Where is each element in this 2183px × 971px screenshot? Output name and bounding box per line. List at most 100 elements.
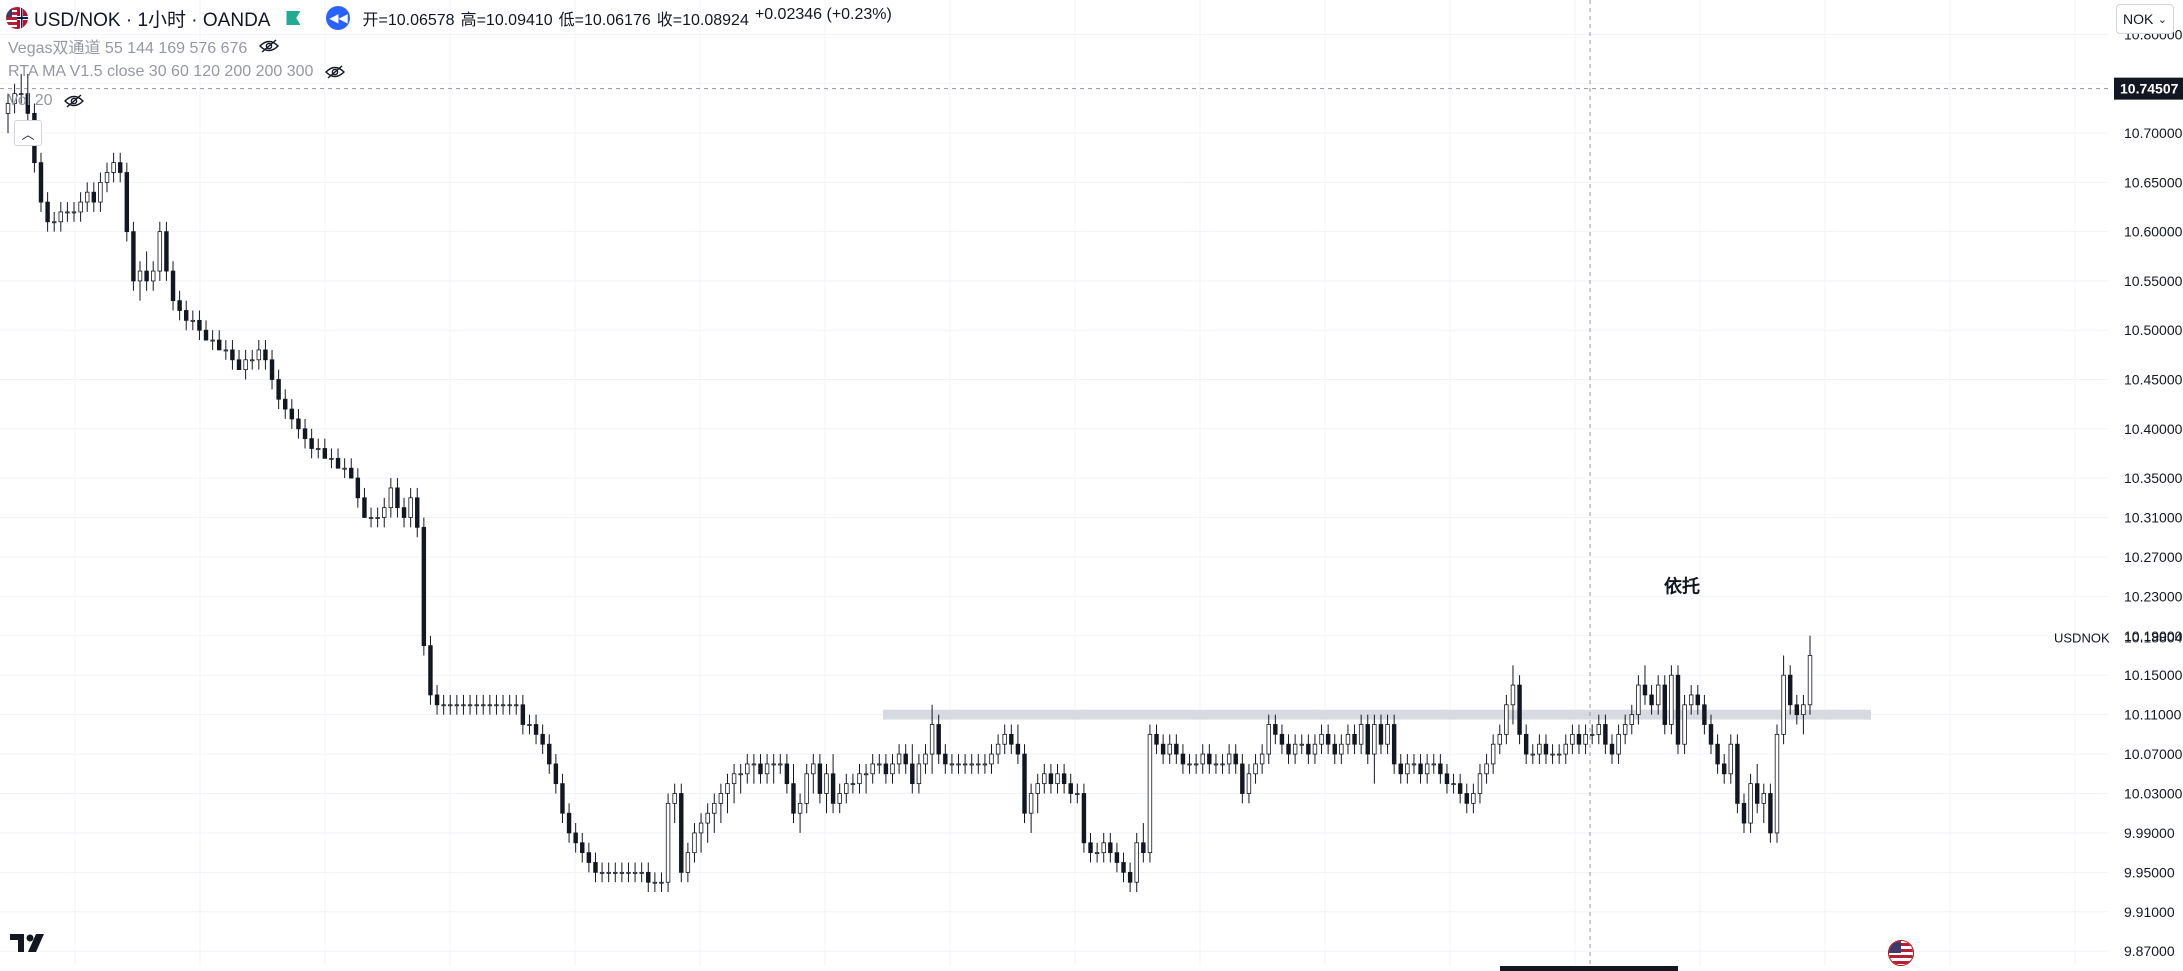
candle: [51, 211, 57, 232]
candle-body: [322, 448, 328, 459]
candle-body: [1649, 694, 1654, 706]
candle: [1075, 783, 1080, 804]
support-zone[interactable]: [883, 709, 1871, 720]
candle: [1286, 734, 1291, 764]
candle: [65, 202, 70, 222]
tradingview-logo-icon[interactable]: [10, 932, 50, 954]
candle: [401, 497, 407, 528]
symbol-title[interactable]: USD/NOK · 1小时 · OANDA: [34, 9, 271, 31]
candle-body: [382, 507, 387, 518]
candle: [626, 862, 631, 883]
candle-body: [1193, 763, 1199, 766]
candle-body: [593, 862, 598, 873]
axis-tick-label: 9.91000: [2124, 904, 2175, 920]
annotation-text[interactable]: 依托: [1664, 576, 1700, 597]
candle-body: [1702, 704, 1707, 725]
candle: [1411, 754, 1417, 774]
candle-body: [1352, 733, 1357, 745]
candle-body: [441, 704, 446, 707]
indicator-label: RTA MA V1.5 close 30 60 120 200 200 300: [8, 63, 314, 80]
candle-body: [1754, 783, 1760, 804]
hidden-eye-icon[interactable]: [325, 65, 346, 79]
candle: [507, 694, 512, 715]
candle-body: [289, 408, 295, 420]
candle: [1636, 675, 1641, 725]
candle: [962, 754, 968, 774]
candle: [1530, 744, 1535, 764]
candle: [784, 754, 790, 794]
candle-body: [1009, 733, 1014, 745]
candle-body: [1141, 842, 1146, 854]
candle-body: [870, 763, 875, 775]
candle-body: [1735, 743, 1740, 804]
candle-body: [1259, 753, 1265, 765]
candle: [540, 724, 545, 755]
candle: [1193, 754, 1199, 774]
candle: [1279, 724, 1285, 755]
candle-body: [428, 645, 433, 696]
candle: [1108, 832, 1113, 863]
candle: [956, 754, 961, 774]
indicator-vol[interactable]: Vol 20: [8, 92, 85, 110]
candle: [368, 507, 374, 528]
candle: [1068, 773, 1073, 804]
hidden-eye-icon[interactable]: [259, 39, 280, 53]
candle-body: [982, 763, 988, 766]
candle-body: [210, 339, 215, 342]
candle: [1550, 744, 1555, 764]
candle: [1055, 763, 1060, 794]
candle: [725, 773, 730, 814]
candle-body: [494, 704, 499, 707]
candle: [1477, 763, 1483, 804]
indicator-label: Vegas双通道 55 144 169 576 676: [8, 40, 248, 57]
candle-body: [751, 763, 757, 766]
candle-body: [164, 231, 169, 272]
candle-body: [1411, 763, 1417, 766]
candle: [1721, 754, 1727, 784]
collapse-indicators-button[interactable]: ︿: [14, 120, 42, 146]
candle: [230, 340, 235, 370]
candle-body: [1266, 724, 1271, 755]
candle: [870, 754, 875, 784]
last-price-symbol-label: USDNOK: [2054, 631, 2110, 646]
candle: [1273, 714, 1278, 745]
candle-body: [395, 487, 400, 509]
candle: [1114, 842, 1120, 873]
candle: [151, 261, 156, 291]
candle: [1669, 665, 1674, 735]
candle: [1675, 665, 1681, 755]
indicator-vegas[interactable]: Vegas双通道 55 144 169 576 676: [8, 34, 280, 58]
candle-body: [712, 802, 717, 814]
candle-body: [1127, 871, 1133, 883]
candle-body: [791, 783, 796, 814]
candle: [1695, 685, 1701, 715]
indicator-rta-ma[interactable]: RTA MA V1.5 close 30 60 120 200 200 300: [8, 63, 346, 81]
us-flag-icon[interactable]: [1888, 940, 1914, 966]
candle: [1167, 734, 1172, 764]
candle-body: [916, 763, 922, 785]
candle: [745, 754, 750, 784]
candle: [995, 734, 1001, 764]
candle-body: [58, 211, 64, 223]
candle: [560, 773, 565, 824]
candle: [547, 734, 552, 774]
candle-body: [1629, 714, 1634, 725]
candle-body: [514, 704, 519, 707]
candle: [434, 685, 440, 715]
hidden-eye-icon[interactable]: [64, 94, 85, 108]
candle-body: [830, 773, 836, 804]
candle-body: [969, 763, 974, 766]
currency-select[interactable]: NOK ⌄: [2116, 4, 2174, 34]
candle-body: [929, 724, 935, 755]
candle: [599, 862, 605, 883]
candle-body: [1365, 724, 1370, 755]
candle: [1207, 744, 1212, 774]
candle: [1002, 724, 1007, 755]
candle-body: [71, 211, 77, 214]
candle-body: [1220, 763, 1225, 766]
candle-body: [1451, 783, 1456, 786]
candle: [632, 862, 638, 883]
candle-body: [507, 704, 512, 707]
replay-icon[interactable]: ◀◀: [326, 6, 351, 30]
